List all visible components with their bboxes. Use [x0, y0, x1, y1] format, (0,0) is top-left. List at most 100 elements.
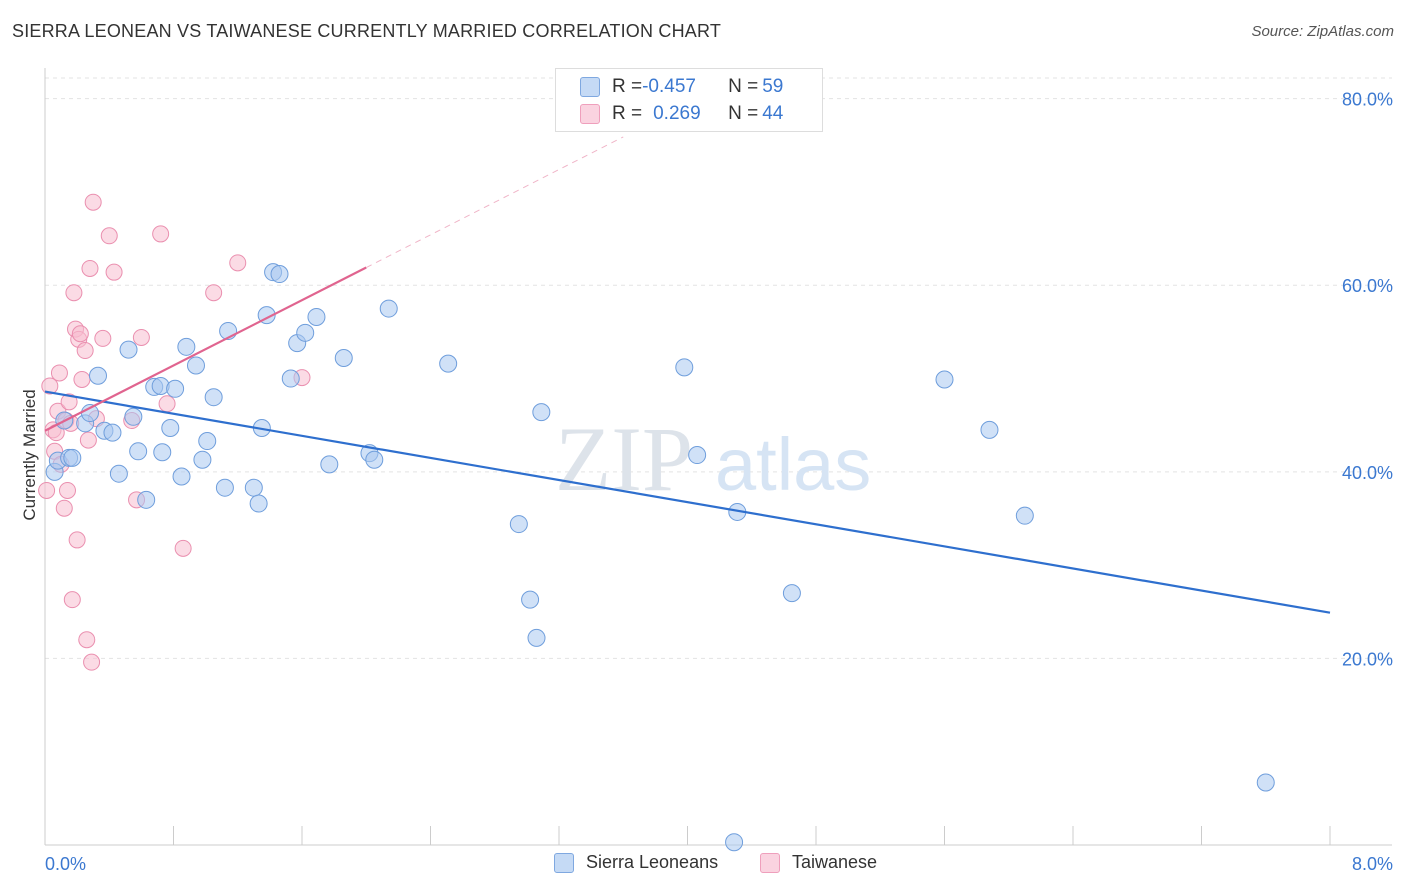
grid-layer	[45, 77, 1392, 659]
taiwanese-trend-extension	[366, 136, 624, 268]
taiwanese-trend-line	[44, 266, 367, 432]
bottom-legend-taiwanese: Taiwanese	[760, 852, 877, 873]
sierra-leonean-point	[365, 450, 384, 469]
sierra-leonean-point	[129, 442, 148, 461]
taiwanese-point	[83, 653, 101, 671]
legend: R = -0.457 N = 59 R = 0.269 N = 44	[555, 68, 823, 132]
sierra-leonean-point	[521, 590, 540, 609]
bottom-legend-label: Taiwanese	[792, 852, 878, 872]
taiwanese-point	[100, 227, 118, 245]
taiwanese-point	[73, 370, 91, 388]
taiwanese-point	[81, 259, 99, 277]
bottom-legend-swatch-blue	[554, 852, 574, 873]
sierra-leonean-point	[204, 388, 223, 407]
taiwanese-point	[79, 431, 97, 449]
tick-labels: 20.0% 40.0% 60.0% 80.0% 0.0% 8.0%	[45, 90, 1393, 874]
watermark-zip: ZIP	[555, 408, 693, 510]
taiwanese-point	[229, 254, 247, 272]
legend-n-label: N =	[728, 76, 759, 97]
sierra-leonean-point	[177, 337, 196, 356]
taiwanese-point	[58, 481, 76, 499]
bottom-legend-label: Sierra Leoneans	[586, 852, 719, 872]
legend-r-value: 0.269	[653, 103, 701, 124]
sierra-leonean-point	[439, 354, 458, 373]
sierra-leonean-point	[281, 369, 300, 388]
sierra-leonean-point	[119, 340, 138, 359]
sierra-leonean-point	[334, 349, 353, 368]
y-tick-label: 80.0%	[1342, 90, 1393, 110]
sierra-leonean-point	[172, 467, 191, 486]
taiwanese-point	[174, 539, 192, 557]
taiwanese-point	[84, 193, 102, 211]
taiwanese-point	[205, 284, 223, 302]
bottom-legend-swatch-pink	[760, 852, 780, 873]
taiwanese-point	[71, 325, 89, 343]
sierra-leonean-points	[45, 263, 1275, 852]
taiwanese-point	[63, 591, 81, 609]
legend-swatch-blue	[580, 77, 600, 97]
sierra-leonean-point	[109, 464, 128, 483]
sierra-leonean-point	[270, 265, 289, 284]
sierra-leonean-point	[509, 515, 528, 534]
sierra-leonean-point	[103, 423, 122, 442]
taiwanese-point	[158, 395, 176, 413]
taiwanese-point	[50, 364, 68, 382]
sierra-leonean-point	[137, 490, 156, 509]
sierra-leonean-point	[166, 379, 185, 398]
legend-swatch-pink	[580, 104, 600, 124]
legend-row-sierra-leoneans: R = -0.457 N = 59	[580, 76, 783, 98]
y-tick-label: 20.0%	[1342, 649, 1393, 669]
taiwanese-point	[68, 531, 86, 549]
y-tick-label: 60.0%	[1342, 276, 1393, 296]
sierra-leonean-point	[153, 443, 172, 462]
legend-r-label: R =	[612, 103, 643, 124]
sierra-leonean-point	[980, 420, 999, 439]
watermark-atlas: atlas	[715, 423, 871, 506]
trend-lines	[44, 136, 1331, 614]
taiwanese-point	[76, 342, 94, 360]
taiwanese-point	[60, 393, 78, 411]
sierra-leonean-point	[198, 432, 217, 451]
taiwanese-point	[78, 631, 96, 649]
sierra-leonean-point	[161, 418, 180, 437]
sierra-leonean-trend-line	[44, 390, 1331, 614]
sierra-leonean-point	[215, 478, 234, 497]
legend-r-value: -0.457	[642, 76, 696, 97]
taiwanese-point	[38, 481, 56, 499]
legend-n-value: 59	[762, 76, 784, 97]
sierra-leonean-point	[63, 448, 82, 467]
y-tick-label: 40.0%	[1342, 463, 1393, 483]
taiwanese-point	[41, 377, 59, 395]
sierra-leonean-point	[532, 403, 551, 422]
sierra-leonean-point	[186, 356, 205, 375]
sierra-leonean-point	[296, 323, 315, 342]
bottom-legend: Sierra Leoneans Taiwanese	[0, 852, 1406, 876]
sierra-leonean-point	[124, 407, 143, 426]
legend-n-label: N =	[728, 103, 759, 124]
sierra-leonean-point	[193, 450, 212, 469]
sierra-leonean-point	[307, 307, 326, 326]
sierra-leonean-point	[244, 478, 263, 497]
x-tick-label: 0.0%	[45, 854, 86, 874]
sierra-leonean-point	[935, 370, 954, 389]
sierra-leonean-point	[89, 366, 108, 385]
sierra-leonean-point	[379, 299, 398, 318]
taiwanese-point	[65, 284, 83, 302]
axis-layer	[44, 68, 1392, 846]
watermark: ZIP atlas	[555, 408, 871, 510]
legend-row-taiwanese: R = 0.269 N = 44	[580, 103, 783, 125]
taiwanese-point	[132, 328, 150, 346]
legend-r-label: R =	[612, 76, 643, 97]
sierra-leonean-point	[725, 833, 744, 852]
sierra-leonean-point	[675, 358, 694, 377]
x-tick-label: 8.0%	[1352, 854, 1393, 874]
sierra-leonean-point	[527, 628, 546, 647]
chart-title: SIERRA LEONEAN VS TAIWANESE CURRENTLY MA…	[12, 21, 722, 41]
source-label: Source: ZipAtlas.com	[1251, 23, 1394, 40]
taiwanese-point	[55, 499, 73, 517]
taiwanese-point	[94, 329, 112, 347]
sierra-leonean-point	[782, 584, 801, 603]
taiwanese-point	[105, 263, 123, 281]
sierra-leonean-point	[1015, 506, 1034, 525]
